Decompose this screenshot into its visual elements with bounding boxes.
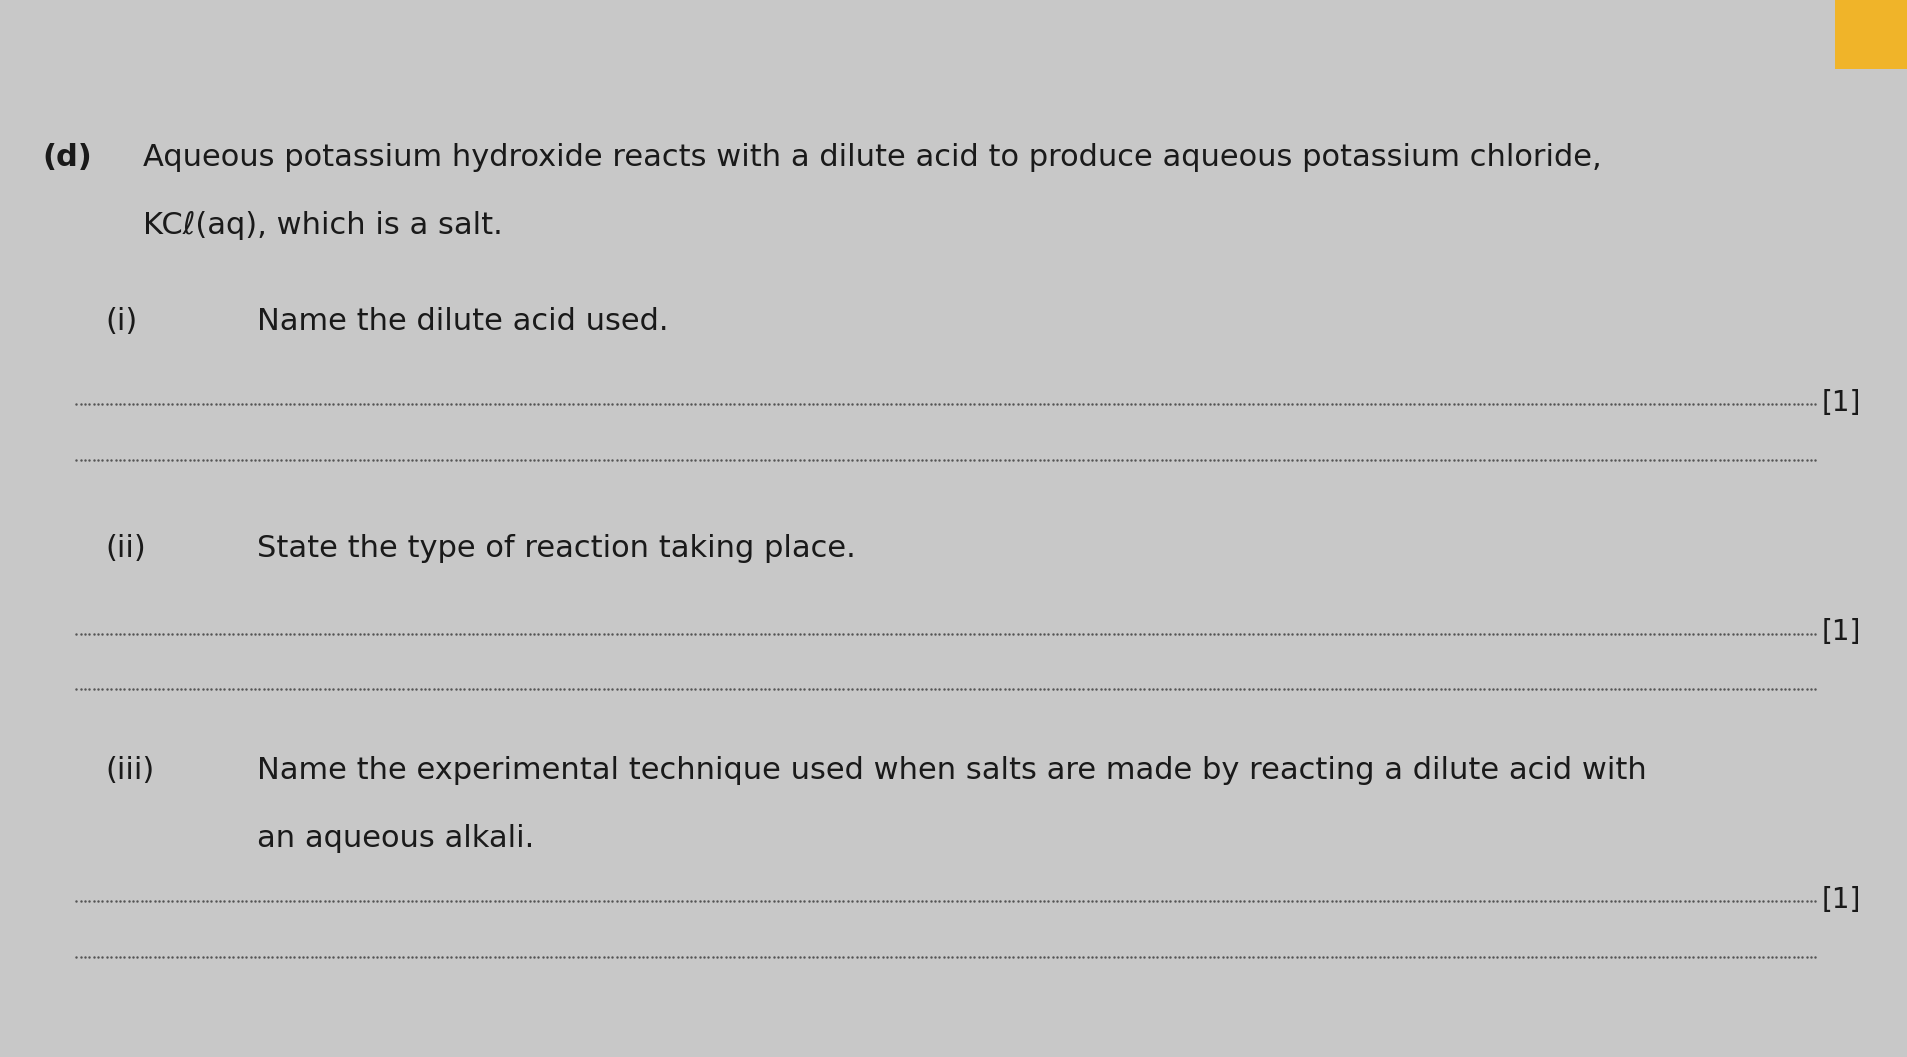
Text: Name the dilute acid used.: Name the dilute acid used.: [257, 307, 669, 335]
Text: (iii): (iii): [105, 756, 154, 784]
Text: Aqueous potassium hydroxide reacts with a dilute acid to produce aqueous potassi: Aqueous potassium hydroxide reacts with …: [143, 143, 1602, 171]
Text: [1]: [1]: [1821, 389, 1861, 416]
Text: Name the experimental technique used when salts are made by reacting a dilute ac: Name the experimental technique used whe…: [257, 756, 1648, 784]
Text: [1]: [1]: [1821, 618, 1861, 646]
Text: (ii): (ii): [105, 534, 145, 562]
Polygon shape: [1835, 0, 1907, 69]
Text: State the type of reaction taking place.: State the type of reaction taking place.: [257, 534, 856, 562]
Text: KCℓ(aq), which is a salt.: KCℓ(aq), which is a salt.: [143, 211, 503, 240]
Text: (i): (i): [105, 307, 137, 335]
Text: an aqueous alkali.: an aqueous alkali.: [257, 824, 534, 853]
Text: [1]: [1]: [1821, 886, 1861, 913]
Text: (d): (d): [42, 143, 92, 171]
